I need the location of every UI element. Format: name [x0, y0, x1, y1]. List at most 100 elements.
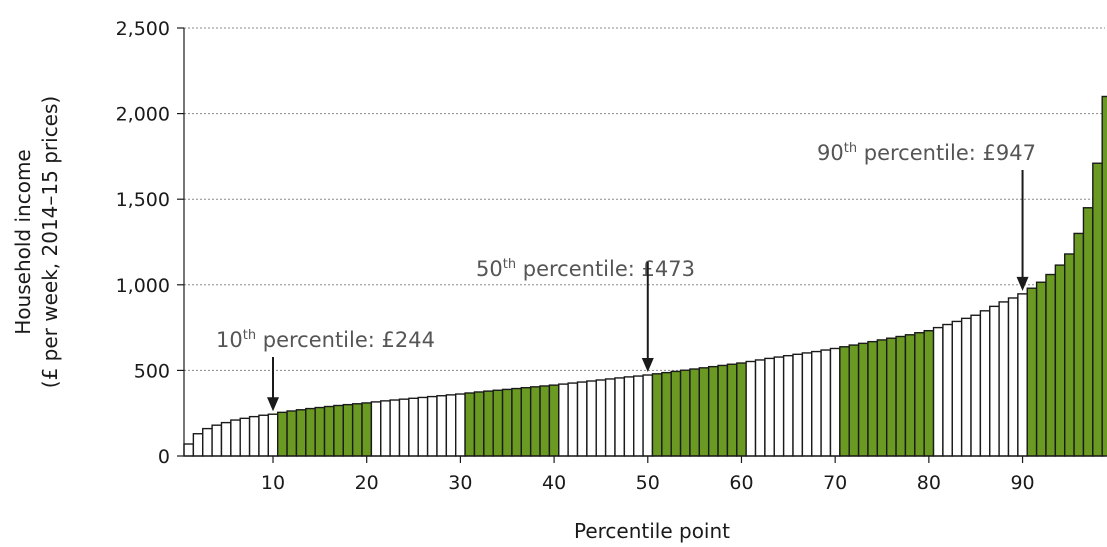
bar [539, 385, 551, 457]
bar [979, 310, 991, 457]
bar [745, 360, 757, 457]
bar [623, 376, 635, 457]
bar [736, 362, 747, 457]
bar [398, 398, 410, 457]
bar [829, 347, 841, 457]
bar [473, 391, 485, 457]
bar [305, 407, 316, 457]
bar [239, 417, 251, 457]
bar [1073, 232, 1085, 457]
bar [1054, 264, 1066, 457]
bar [436, 395, 448, 457]
x-axis-title: Percentile point [574, 519, 730, 543]
bar [698, 367, 710, 457]
bar [342, 403, 354, 457]
bar [286, 410, 298, 457]
y-axis-title-line1: Household income [11, 149, 35, 334]
bar [1092, 162, 1103, 457]
bar [520, 386, 532, 457]
bar [464, 392, 476, 457]
bar [782, 354, 794, 457]
grid-lines [184, 27, 1105, 371]
bar [885, 337, 897, 457]
bar [651, 373, 663, 457]
bar [230, 419, 241, 457]
x-tick-label: 50 [636, 472, 660, 494]
y-tick-label: 1,500 [116, 189, 170, 211]
annotations: 10th percentile: £244 50th percentile: £4… [216, 141, 1036, 412]
x-tick-labels: 10 20 30 40 50 60 70 80 90 [261, 456, 1035, 494]
bar [895, 335, 907, 457]
y-axis-title: Household income (£ per week, 2014–15 pr… [11, 96, 62, 388]
bar [333, 404, 344, 457]
y-tick-label: 500 [134, 360, 170, 382]
x-tick-label: 90 [1010, 472, 1034, 494]
bar [426, 395, 438, 457]
bar [811, 350, 822, 457]
bar [586, 380, 597, 457]
bar [689, 368, 701, 457]
bar [248, 415, 260, 457]
bar [501, 388, 513, 457]
y-axis-title-line2: (£ per week, 2014–15 prices) [38, 96, 62, 388]
bar [867, 340, 879, 457]
bar [960, 317, 972, 457]
bar [679, 369, 691, 457]
bar [633, 375, 644, 457]
y-tick-label: 0 [158, 446, 170, 468]
annotation-label: 90th percentile: £947 [817, 141, 1036, 165]
bar [932, 326, 944, 457]
bar [914, 332, 925, 457]
bar [773, 356, 785, 457]
bar [370, 401, 382, 457]
bar [576, 381, 588, 457]
bar [314, 406, 326, 457]
bar [876, 339, 888, 457]
bar [670, 370, 682, 457]
x-tick-label: 70 [823, 472, 847, 494]
x-tick-label: 80 [917, 472, 941, 494]
bar [970, 314, 982, 457]
bar [351, 403, 363, 457]
x-tick-label: 40 [542, 472, 566, 494]
bar [1035, 281, 1047, 457]
bar [295, 409, 307, 457]
bar [839, 346, 850, 457]
bar [951, 320, 963, 457]
bar [707, 365, 719, 457]
bar [211, 424, 223, 457]
bar [923, 329, 935, 457]
bars [183, 95, 1107, 457]
bar [408, 397, 419, 457]
bar [202, 427, 213, 457]
annotation-arrow-head [641, 358, 654, 373]
bar [511, 387, 522, 457]
bar [857, 342, 869, 457]
bar [455, 393, 466, 457]
bar [726, 363, 738, 457]
bar [820, 349, 832, 457]
bar [792, 353, 804, 457]
bar [1017, 293, 1028, 457]
bar [1026, 287, 1038, 457]
bar [183, 443, 195, 457]
bar [1101, 95, 1107, 457]
bar [276, 411, 288, 457]
bar [1045, 273, 1057, 457]
bar [717, 364, 729, 457]
bar [595, 379, 607, 457]
bar [989, 305, 1000, 457]
bar [380, 400, 391, 457]
bar [614, 377, 626, 457]
y-tick-label: 1,000 [116, 275, 170, 297]
bar [567, 382, 579, 457]
annotation-arrow-head [1016, 276, 1029, 291]
bar [361, 402, 373, 457]
bar [529, 386, 541, 457]
bar [661, 371, 672, 457]
x-tick-label: 20 [355, 472, 379, 494]
bar [548, 384, 560, 457]
bar [642, 374, 654, 457]
y-tick-label: 2,000 [116, 104, 170, 126]
bar [1082, 207, 1094, 457]
